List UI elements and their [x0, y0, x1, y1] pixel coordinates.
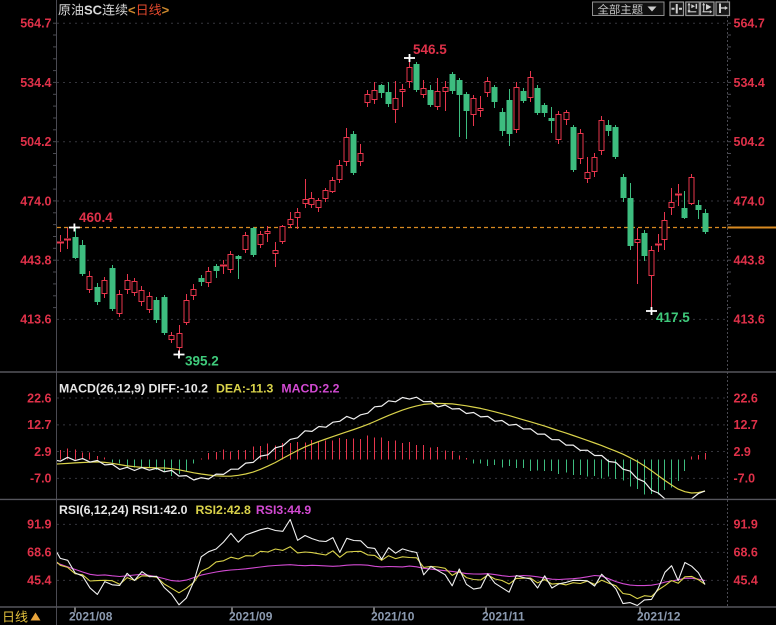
svg-text:>: > [162, 3, 170, 18]
svg-text:564.7: 564.7 [734, 17, 765, 31]
svg-text:2021/09: 2021/09 [229, 610, 273, 624]
svg-text:2021/11: 2021/11 [482, 610, 525, 624]
svg-text:504.2: 504.2 [734, 135, 765, 149]
svg-text:12.7: 12.7 [27, 418, 51, 432]
svg-text:534.4: 534.4 [20, 76, 51, 90]
svg-text:2021/08: 2021/08 [69, 610, 113, 624]
svg-text:SC: SC [84, 3, 103, 18]
svg-text:413.6: 413.6 [734, 313, 765, 327]
svg-text:534.4: 534.4 [734, 76, 765, 90]
svg-text:564.7: 564.7 [20, 17, 51, 31]
svg-text:12.7: 12.7 [734, 418, 758, 432]
svg-text:68.6: 68.6 [27, 546, 51, 560]
svg-text:2021/12: 2021/12 [637, 610, 681, 624]
svg-text:-7.0: -7.0 [30, 472, 52, 486]
svg-text:22.6: 22.6 [734, 391, 758, 405]
svg-text:504.2: 504.2 [20, 135, 51, 149]
svg-text:2.9: 2.9 [734, 445, 751, 459]
svg-text:2.9: 2.9 [34, 445, 51, 459]
svg-text:395.2: 395.2 [185, 354, 219, 369]
svg-text:45.4: 45.4 [27, 574, 51, 588]
svg-text:-7.0: -7.0 [734, 472, 756, 486]
svg-text:417.5: 417.5 [656, 310, 690, 325]
svg-text:443.8: 443.8 [20, 254, 51, 268]
svg-text:2021/10: 2021/10 [371, 610, 415, 624]
svg-text:460.4: 460.4 [79, 210, 113, 225]
svg-text:413.6: 413.6 [20, 313, 51, 327]
svg-text:<: < [128, 3, 136, 18]
svg-text:45.4: 45.4 [734, 574, 758, 588]
svg-text:443.8: 443.8 [734, 254, 765, 268]
svg-text:91.9: 91.9 [27, 518, 51, 532]
svg-text:474.0: 474.0 [734, 194, 765, 208]
svg-text:68.6: 68.6 [734, 546, 758, 560]
svg-text:91.9: 91.9 [734, 518, 758, 532]
svg-text:22.6: 22.6 [27, 391, 51, 405]
svg-text:474.0: 474.0 [20, 194, 51, 208]
svg-text:546.5: 546.5 [413, 42, 447, 57]
